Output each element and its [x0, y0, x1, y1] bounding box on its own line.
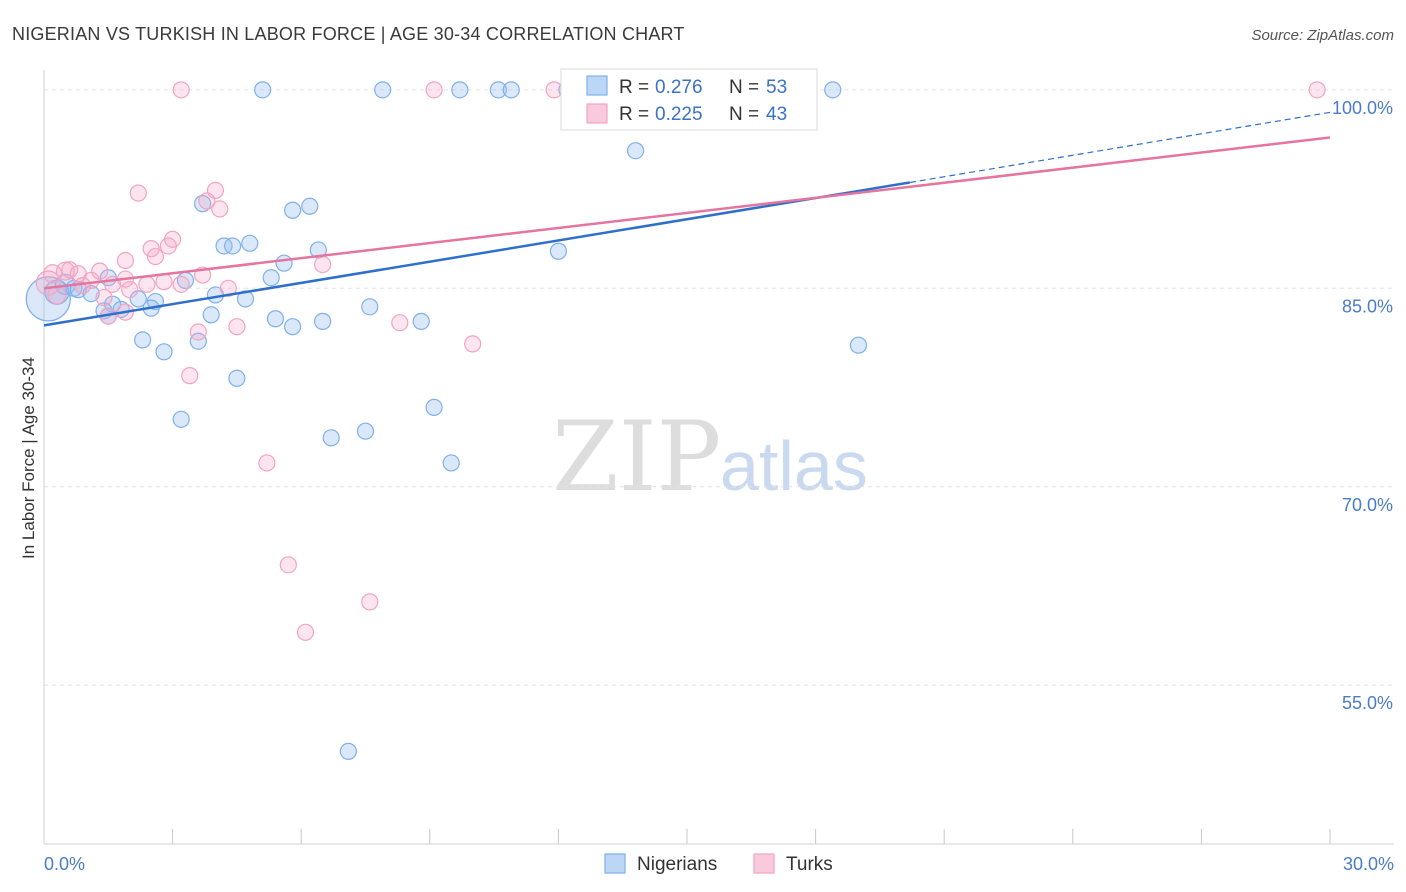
turks-point: [391, 314, 409, 332]
legend-n-label-turks: N =: [729, 104, 759, 125]
nigerians-point: [314, 312, 332, 330]
legend-r-value-nigerians: 0.276: [655, 77, 703, 98]
turks-point: [116, 251, 135, 270]
nigerians-point: [425, 398, 443, 416]
legend-n-label-nigerians: N =: [729, 77, 759, 98]
nigerians-point: [301, 197, 319, 215]
turks-point: [258, 454, 276, 472]
nigerians-point: [322, 429, 340, 447]
turks-point: [95, 288, 113, 307]
series-nigerians-points: [25, 81, 868, 760]
x-tick-label-max: 30.0%: [1343, 854, 1394, 874]
y-tick-label: 70.0%: [1342, 495, 1393, 515]
nigerians-point: [202, 306, 220, 324]
x-tick-label-min: 0.0%: [44, 854, 85, 874]
nigerians-point: [361, 298, 379, 316]
turks-point: [206, 181, 225, 199]
nigerians-trend-extension: [909, 111, 1331, 184]
turks-point: [425, 81, 443, 99]
nigerians-point: [266, 310, 285, 328]
turks-point: [361, 593, 379, 611]
nigerians-point: [849, 336, 868, 354]
y-tick-labels: 55.0% 70.0% 85.0% 100.0%: [1332, 98, 1393, 713]
chart-title: NIGERIAN VS TURKISH IN LABOR FORCE | AGE…: [12, 24, 685, 44]
y-axis-label: In Labor Force | Age 30-34: [19, 357, 38, 559]
nigerians-point: [356, 422, 375, 440]
nigerians-point: [254, 81, 272, 99]
nigerians-point: [129, 290, 147, 308]
turks-point: [138, 275, 156, 293]
turks-point: [1308, 81, 1326, 99]
bottom-legend-swatch-turks: [753, 853, 775, 874]
series-legend: Nigerians Turks: [604, 853, 833, 875]
nigerians-point: [133, 331, 152, 349]
y-tick-label: 55.0%: [1342, 693, 1393, 713]
turks-point: [189, 323, 207, 341]
nigerians-point: [284, 318, 302, 336]
y-tick-label: 100.0%: [1332, 98, 1393, 118]
nigerians-point: [189, 332, 207, 350]
turks-point: [296, 623, 315, 641]
turks-point: [464, 335, 482, 353]
nigerians-point: [374, 81, 392, 99]
turks-point: [314, 255, 332, 274]
turks-point: [91, 262, 109, 280]
nigerians-point: [228, 369, 246, 387]
turks-point: [164, 230, 182, 248]
turks-point: [545, 81, 563, 99]
y-tick-label: 85.0%: [1342, 296, 1393, 316]
turks-point: [172, 275, 190, 293]
chart-source: Source: ZipAtlas.com: [1251, 27, 1394, 44]
bottom-legend-swatch-nigerians: [604, 853, 626, 874]
nigerians-point: [549, 242, 568, 260]
series-turks-points: [35, 81, 1326, 641]
nigerians-point: [172, 410, 190, 428]
nigerians-point: [275, 254, 293, 272]
watermark: ZIP atlas: [552, 401, 868, 513]
legend-r-value-turks: 0.225: [655, 104, 703, 125]
nigerians-point: [502, 81, 520, 99]
turks-point: [211, 200, 229, 218]
turks-trend-line: [43, 136, 1331, 290]
grid-lines: [44, 89, 1394, 686]
nigerians-point: [224, 237, 242, 255]
turks-point: [219, 279, 237, 297]
nigerians-point: [284, 201, 302, 219]
nigerians-point: [442, 454, 460, 472]
turks-point: [181, 367, 199, 385]
stats-legend: R = 0.276 N = 53 R = 0.225 N = 43: [560, 68, 818, 131]
legend-swatch-nigerians: [586, 75, 608, 96]
nigerians-point: [241, 234, 259, 252]
legend-n-value-turks: 43: [766, 104, 787, 125]
bottom-legend-label-turks: Turks: [786, 854, 833, 875]
legend-n-value-nigerians: 53: [766, 77, 787, 98]
watermark-zip: ZIP: [552, 401, 721, 513]
turks-point: [228, 318, 246, 336]
legend-swatch-turks: [586, 103, 608, 124]
x-tick-marks: [172, 829, 1331, 844]
turks-point: [142, 240, 160, 258]
turks-point: [172, 81, 190, 99]
nigerians-point: [339, 742, 357, 760]
nigerians-point: [824, 81, 842, 99]
turks-point: [129, 184, 147, 202]
axes: [43, 70, 1394, 845]
turks-point: [61, 261, 79, 279]
bottom-legend-label-nigerians: Nigerians: [637, 854, 717, 875]
turks-point: [146, 247, 165, 266]
trend-lines: [43, 111, 1331, 327]
turks-point: [279, 556, 297, 574]
turks-point: [121, 281, 139, 299]
legend-r-label-nigerians: R =: [619, 77, 649, 98]
nigerians-point: [262, 269, 280, 287]
nigerians-point: [626, 142, 645, 160]
nigerians-point: [155, 343, 173, 361]
nigerians-point: [489, 81, 507, 99]
watermark-atlas: atlas: [720, 427, 868, 505]
nigerians-trend-line: [43, 181, 911, 327]
legend-r-label-turks: R =: [619, 104, 649, 125]
nigerians-point: [412, 312, 430, 330]
nigerians-point: [451, 81, 469, 99]
